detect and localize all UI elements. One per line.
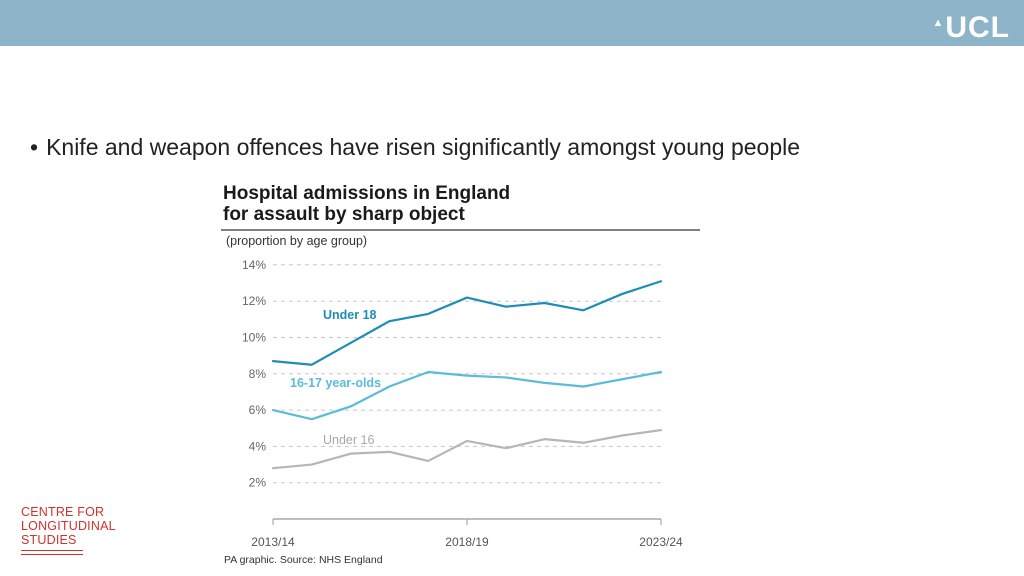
- cls-logo-rule: [21, 554, 83, 555]
- cls-logo-line3: STUDIES: [21, 533, 77, 547]
- slide-bullet: • Knife and weapon offences have risen si…: [30, 134, 800, 161]
- cls-logo: CENTRE FOR LONGITUDINAL STUDIES: [21, 505, 131, 555]
- cls-logo-line1: CENTRE FOR: [21, 505, 105, 519]
- ucl-dome-icon: ▲: [932, 17, 944, 29]
- series-label: Under 16: [323, 433, 374, 447]
- header-band: [0, 0, 1024, 46]
- series-label: 16-17 year-olds: [290, 376, 381, 390]
- y-tick-label: 10%: [242, 331, 266, 345]
- chart-source: PA graphic. Source: NHS England: [224, 554, 383, 566]
- y-tick-label: 4%: [249, 439, 267, 453]
- cls-logo-rule: [21, 550, 83, 551]
- ucl-logo-text: UCL: [945, 11, 1010, 44]
- ucl-logo: ▲ UCL: [932, 11, 1010, 44]
- chart-title-line2: for assault by sharp object: [223, 204, 465, 225]
- y-tick-label: 2%: [249, 476, 267, 490]
- bullet-dot: •: [30, 134, 39, 160]
- y-tick-label: 8%: [249, 367, 267, 381]
- y-tick-label: 6%: [249, 403, 267, 417]
- series-line: [271, 280, 663, 366]
- cls-logo-line2: LONGITUDINAL: [21, 519, 116, 533]
- y-tick-label: 12%: [242, 294, 266, 308]
- series-label: Under 18: [323, 308, 377, 322]
- x-tick-label: 2013/14: [251, 535, 295, 549]
- x-tick-label: 2023/24: [639, 535, 683, 549]
- chart-title: Hospital admissions in England for assau…: [223, 183, 693, 225]
- chart-subtitle: (proportion by age group): [226, 234, 368, 248]
- bullet-text: Knife and weapon offences have risen sig…: [46, 134, 801, 160]
- chart-title-line1: Hospital admissions in England: [223, 183, 511, 204]
- x-tick-label: 2018/19: [445, 535, 489, 549]
- y-tick-label: 14%: [242, 258, 266, 272]
